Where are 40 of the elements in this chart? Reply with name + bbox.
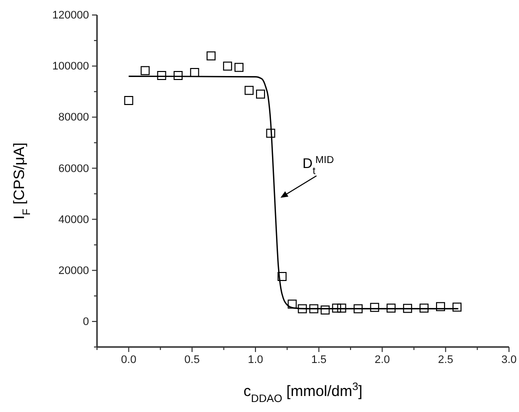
point [206, 51, 216, 60]
point [223, 62, 232, 71]
x-tick-label: 2.0 [374, 354, 390, 366]
x-tick-label: 2.5 [438, 354, 454, 366]
point [266, 128, 276, 138]
point [288, 300, 297, 309]
y-tick-label: 60000 [58, 162, 89, 175]
x-tick-label: 0.5 [184, 354, 200, 366]
y-tick-label: 0 [82, 316, 89, 328]
point [370, 302, 380, 312]
x-tick-label: 0.0 [121, 354, 136, 366]
point [332, 304, 342, 313]
x-tick-label: 3.0 [501, 354, 517, 366]
point [256, 90, 266, 99]
point [278, 272, 287, 282]
x-axis-title: c$_{DDAO}$ [mmol/dm$^{3}$] [244, 381, 362, 405]
point [244, 86, 254, 95]
point [320, 305, 330, 314]
y-tick-label: 80000 [58, 112, 89, 124]
x-tick-label: 1.5 [311, 354, 326, 366]
point [354, 304, 363, 314]
point [190, 68, 200, 77]
x-tick-label: 1.0 [248, 354, 264, 366]
y-tick-label: 40000 [58, 214, 89, 226]
point [403, 304, 412, 313]
point [386, 304, 396, 313]
point [298, 304, 307, 314]
point [309, 304, 318, 314]
point [420, 304, 429, 313]
point [124, 96, 134, 106]
point [174, 71, 183, 80]
y-tick-label: 120000 [52, 10, 89, 22]
y-tick-label: 100000 [52, 60, 89, 73]
point [436, 302, 446, 312]
y-tick-label: 20000 [58, 264, 89, 277]
point [234, 62, 244, 72]
point [337, 304, 346, 313]
point [452, 302, 462, 312]
point [140, 66, 150, 76]
point [157, 71, 166, 80]
